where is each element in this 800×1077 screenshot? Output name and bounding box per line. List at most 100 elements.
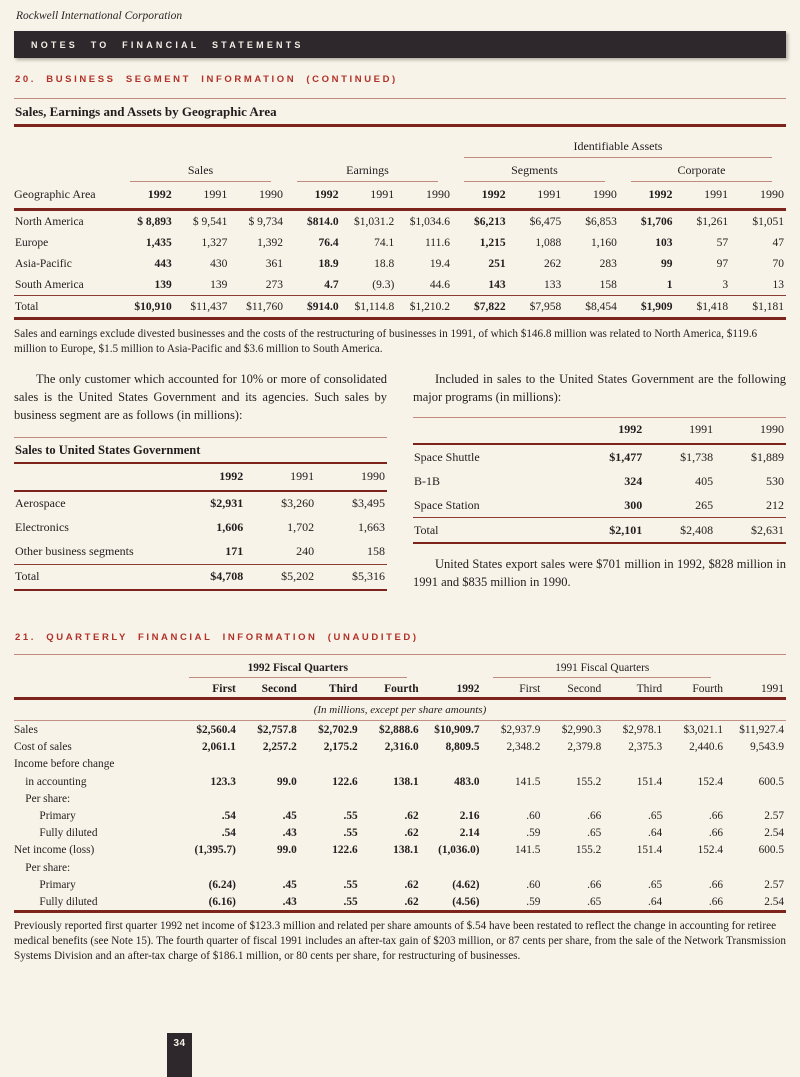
row-label: Fully diluted (14, 895, 98, 908)
cell-value: $1,210.2 (396, 295, 452, 319)
cell-value: 18.8 (374, 257, 395, 270)
cell-value: 1991 (674, 182, 731, 211)
section20-title: 20. BUSINESS SEGMENT INFORMATION (CONTIN… (15, 74, 398, 85)
cell-value: 361 (265, 257, 284, 270)
table-row: South America 139 139 273 4.7 (9.3) 44.6 143 133… (14, 274, 786, 296)
cell-value: First (481, 680, 543, 701)
table-row: Asia-Pacific 443 430 361 18.9 18.8 19.4 251 262 2… (14, 253, 786, 274)
cell-value: .65 (648, 809, 663, 822)
banner-title: NOTES TO FINANCIAL STATEMENTS (31, 39, 304, 50)
cell-value (725, 756, 786, 773)
cell-value: 1,392 (257, 236, 284, 249)
cell-value: 143 (488, 278, 506, 291)
cell-value: 155.2 (575, 775, 602, 788)
cell-value: 240 (296, 544, 315, 559)
cell-value: First (177, 680, 238, 701)
cell-value: (9.3) (372, 278, 395, 291)
cell-value: 2,257.2 (262, 741, 297, 754)
cell-value: 138.1 (393, 775, 419, 788)
row-label: Sales (14, 724, 38, 736)
span-header-cell: Identifiable Assets (452, 129, 786, 158)
cell-value: 139 (210, 278, 228, 291)
cell-value: 70 (772, 257, 785, 270)
cell-value: $2,757.8 (257, 724, 297, 736)
cell-value: Fourth (359, 680, 421, 701)
cell-value: 1991 (245, 464, 317, 492)
cell-value: $10,909.7 (434, 724, 480, 736)
cell-value: 158 (599, 278, 617, 291)
cell-value: $3,495 (352, 496, 385, 511)
row-label: Net income (loss) (14, 844, 95, 857)
cell-value: $2,931 (210, 496, 244, 511)
cell-value: $1,114.8 (340, 295, 397, 319)
cell-value: 1992 (118, 182, 174, 211)
row-label: Total (14, 563, 175, 590)
cell-value: .59 (526, 895, 541, 908)
cell-value: 141.5 (514, 844, 541, 857)
cell-value: 2,061.1 (202, 741, 236, 754)
cell-value: .62 (404, 895, 419, 908)
group-1991-cell: 1991 Fiscal Quarters (481, 654, 725, 680)
quarterly-footnote: Previously reported first quarter 1992 n… (14, 920, 786, 962)
cell-value: 251 (488, 257, 506, 270)
cell-value (421, 756, 482, 773)
row-label: Asia-Pacific (15, 257, 72, 270)
cell-value (299, 790, 360, 807)
cell-value: 483.0 (454, 775, 480, 788)
cell-value (664, 790, 725, 807)
row-label: Primary (14, 809, 76, 822)
geographic-table: Identifiable Assets Sales Earnings Segme… (14, 129, 786, 320)
cell-value: (6.24) (208, 878, 236, 891)
major-programs-table: 1992 1991 1990 Space Shuttle $1,477 $1,738 $1… (413, 416, 786, 545)
gov-sales-paragraph: The only customer which accounted for 10… (14, 372, 387, 422)
row-label: Income before change (14, 758, 115, 771)
cell-value: $1,261 (696, 215, 729, 228)
cell-value: $1,051 (752, 215, 784, 228)
cell-value: $11,927.4 (739, 724, 784, 736)
cell-value: 97 (716, 257, 729, 270)
row-label: Space Shuttle (414, 449, 480, 464)
cell-value: .62 (404, 878, 419, 891)
quarterly-table-body: (In millions, except per share amounts) … (14, 698, 786, 912)
cell-value: 74.1 (374, 236, 395, 249)
table-row: Electronics 1,606 1,702 1,663 (14, 516, 387, 540)
cell-value: 2,348.2 (506, 741, 541, 754)
cell-value: .55 (343, 878, 358, 891)
cell-value: .66 (708, 809, 724, 822)
row-label (14, 680, 177, 701)
cell-value (481, 790, 542, 807)
quarter-header-row: First Second Third Fourth 1992 First Second Thi… (14, 680, 786, 701)
row-label: North America (15, 215, 84, 228)
page-number: 34 (173, 1038, 186, 1049)
cell-value: $1,031.2 (354, 215, 395, 228)
cell-value: 158 (367, 544, 385, 559)
cell-value: $4,708 (174, 563, 246, 590)
cell-value: $2,560.4 (196, 724, 236, 736)
row-label: Total (413, 517, 574, 544)
cell-value (603, 756, 664, 773)
section21-title: 21. QUARTERLY FINANCIAL INFORMATION (UNA… (15, 631, 419, 643)
cell-value: 111.6 (424, 236, 450, 249)
cell-value: 2.57 (764, 809, 784, 822)
row-label: Geographic Area (14, 182, 119, 211)
cell-value: 151.4 (636, 775, 663, 788)
cell-value (725, 859, 786, 876)
total-row: Total $4,708 $5,202 $5,316 (14, 563, 387, 590)
cell-value: $2,408 (644, 517, 716, 544)
programs-table-body: Space Shuttle $1,477 $1,738 $1,889 B-1B 324 4… (413, 444, 786, 544)
cell-value: 1992 (573, 417, 645, 446)
row-label: Europe (15, 236, 49, 249)
row-label: Per share: (14, 861, 71, 874)
cell-value: $5,202 (245, 563, 317, 590)
cell-value (177, 859, 238, 876)
cell-value: .59 (526, 827, 541, 840)
cell-value: (4.56) (452, 895, 480, 908)
programs-table-head: 1992 1991 1990 (413, 417, 786, 446)
cell-value: $3,021.1 (683, 724, 724, 736)
cell-value: $1,477 (609, 449, 643, 464)
cell-value: $6,853 (585, 215, 617, 228)
cell-value: 99 (661, 257, 673, 270)
cell-value: 122.6 (332, 844, 358, 857)
cell-value (664, 756, 725, 773)
cell-value (603, 790, 664, 807)
